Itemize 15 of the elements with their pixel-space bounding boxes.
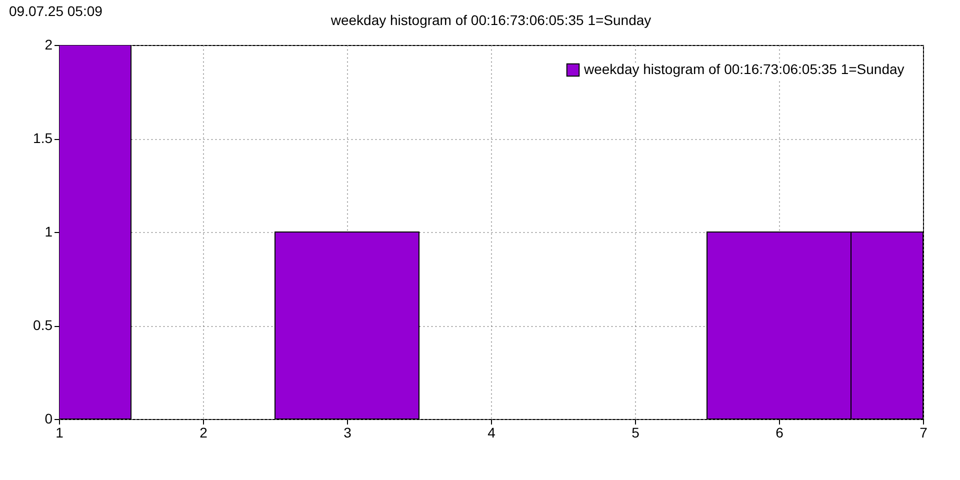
chart-title: weekday histogram of 00:16:73:06:05:35 1=Sunday: [330, 12, 652, 28]
y-tick-label: 0.5: [33, 317, 53, 333]
x-tick-label: 3: [344, 424, 352, 440]
legend-label: weekday histogram of 00:16:73:06:05:35 1=Sunday: [583, 61, 904, 77]
y-tick-label: 2: [44, 36, 53, 52]
x-tick-label: 6: [776, 424, 784, 440]
y-tick-label: 0: [44, 410, 53, 426]
y-tick-label: 1: [44, 224, 53, 240]
x-tick-label: 1: [56, 424, 64, 440]
y-tick-label: 1.5: [33, 130, 53, 146]
text: 09.07.25 05:09: [9, 3, 103, 19]
x-tick-label: 7: [920, 424, 928, 440]
x-tick-label: 5: [632, 424, 640, 440]
x-tick-label: 4: [488, 424, 496, 440]
x-tick-label: 2: [200, 424, 208, 440]
